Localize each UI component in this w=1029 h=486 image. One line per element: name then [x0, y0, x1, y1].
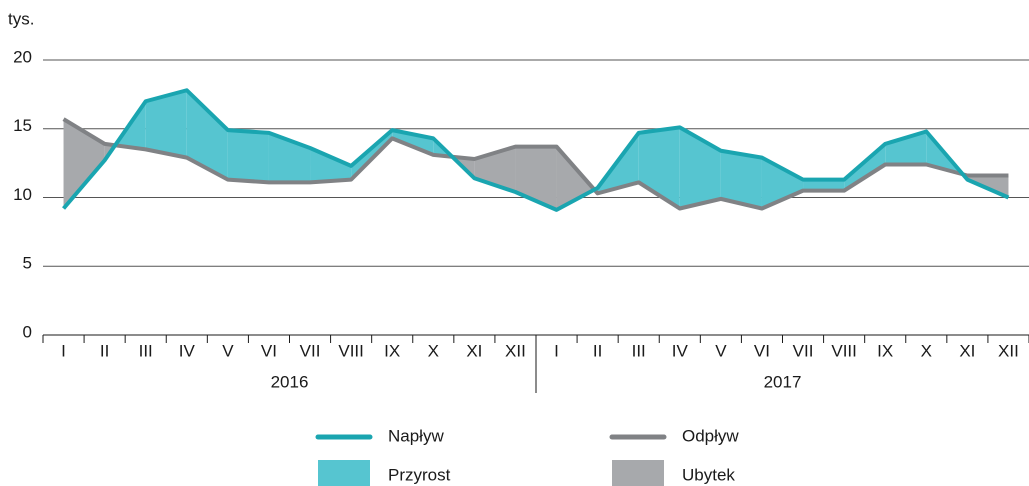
x-tick-label: IX [384, 341, 400, 360]
legend-swatch [318, 460, 370, 486]
area-fill [803, 179, 845, 191]
x-tick-label: IX [877, 341, 893, 360]
area-fill [761, 157, 804, 209]
x-tick-label: XI [466, 341, 482, 360]
year-label: 2016 [271, 372, 309, 391]
y-axis-label: tys. [8, 9, 34, 28]
series-line [62, 88, 1010, 212]
x-tick-label: IV [672, 341, 689, 360]
x-tick-label: VI [754, 341, 770, 360]
year-label: 2017 [764, 372, 802, 391]
y-tick-label: 15 [13, 116, 32, 135]
area-fill [515, 146, 557, 210]
area-fill [227, 130, 269, 183]
area-fill [844, 143, 886, 191]
legend-label: Napływ [388, 426, 444, 445]
y-tick-label: 5 [23, 254, 32, 273]
x-tick-label: VII [300, 341, 321, 360]
x-tick-label: XI [959, 341, 975, 360]
legend-label: Przyrost [388, 465, 451, 484]
x-tick-label: X [921, 341, 932, 360]
x-tick-label: X [428, 341, 439, 360]
area-fill [186, 90, 228, 180]
area-fill [310, 148, 352, 183]
x-tick-label: VI [261, 341, 277, 360]
area-fill [145, 90, 187, 158]
x-tick-label: XII [505, 341, 526, 360]
area-fill [885, 131, 927, 165]
legend-label: Ubytek [682, 465, 735, 484]
x-tick-label: V [222, 341, 234, 360]
x-tick-label: XII [998, 341, 1019, 360]
x-tick-label: VIII [831, 341, 857, 360]
x-tick-label: VIII [338, 341, 364, 360]
legend-label: Odpływ [682, 426, 739, 445]
legend-swatch [612, 460, 664, 486]
x-tick-label: IV [179, 341, 196, 360]
x-tick-label: V [715, 341, 727, 360]
area-fill [63, 119, 105, 209]
area-fill [720, 150, 762, 209]
x-tick-label: I [554, 341, 559, 360]
x-tick-label: III [139, 341, 153, 360]
y-tick-label: 0 [23, 322, 32, 341]
x-tick-label: II [100, 341, 109, 360]
area-fill [679, 127, 721, 209]
series-line [62, 117, 1009, 211]
y-tick-label: 10 [13, 185, 32, 204]
x-tick-label: I [61, 341, 66, 360]
x-tick-label: III [632, 341, 646, 360]
x-tick-label: VII [793, 341, 814, 360]
x-tick-label: II [593, 341, 602, 360]
y-tick-label: 20 [13, 47, 32, 66]
